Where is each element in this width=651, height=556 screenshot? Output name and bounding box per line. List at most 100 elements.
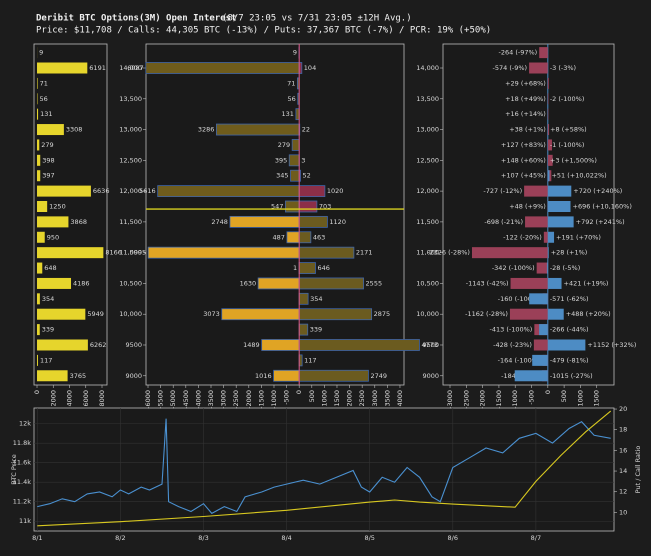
put-bar <box>298 246 355 259</box>
x-tick-label: -4500 <box>182 390 190 409</box>
put-change-bar <box>547 277 562 289</box>
call-change-label: +29 (+68%) <box>505 79 546 87</box>
put-label: 1120 <box>329 218 346 226</box>
put-label: 463 <box>313 233 325 241</box>
x-tick-label: -500 <box>283 390 291 405</box>
call-bar <box>257 277 300 290</box>
y-tick-label: 13,500 <box>416 95 439 103</box>
call-change-label: +148 (+60%) <box>501 156 546 164</box>
title: Deribit BTC Options(3M) Open Interest <box>36 13 236 24</box>
x-tick-label: -500 <box>528 390 536 405</box>
call-label: 6087 <box>127 64 144 72</box>
y2-tick-label: 20 <box>619 405 627 413</box>
put-change-bar <box>547 200 571 212</box>
x-tick-label: 8/3 <box>198 534 208 542</box>
oi-bar <box>37 293 40 305</box>
put-change-bar <box>547 247 549 259</box>
y-axis-label: BTC Price <box>10 454 18 485</box>
call-change-label: +127 (+83%) <box>501 141 546 149</box>
call-change-bar <box>543 231 548 243</box>
x-tick-label: 4000 <box>66 390 74 407</box>
call-change-label: -122 (-20%) <box>503 233 542 241</box>
put-label: 339 <box>310 326 322 334</box>
call-change-bar <box>547 170 552 182</box>
y-tick-label: 9000 <box>422 372 439 380</box>
y-tick-label: 12k <box>19 420 31 428</box>
oi-bar <box>37 370 68 382</box>
put-change-label: +3 (+1,500%) <box>550 156 597 164</box>
x-tick-label: 2500 <box>358 390 366 407</box>
oi-label: 3308 <box>66 126 83 134</box>
call-change-label: +38 (+1%) <box>509 126 546 134</box>
put-change-bar <box>547 216 574 228</box>
put-bar <box>298 262 316 274</box>
x-tick-label: 8/2 <box>115 534 125 542</box>
call-label: 1630 <box>240 279 257 287</box>
call-change-label: -428 (-23%) <box>493 341 532 349</box>
put-change-bar <box>547 308 564 320</box>
oi-label: 9 <box>39 49 43 57</box>
y2-tick-label: 10 <box>619 508 627 516</box>
call-change-bar <box>547 77 549 89</box>
oi-label: 1250 <box>49 202 66 210</box>
call-label: 1 <box>293 264 297 272</box>
call-change-label: +48 (+9%) <box>509 202 546 210</box>
y2-tick-label: 14 <box>619 467 627 475</box>
y-tick-label: 10,000 <box>119 310 142 318</box>
put-label: 1020 <box>327 187 344 195</box>
x-tick-label: 8/6 <box>448 534 458 542</box>
call-change-bar <box>510 277 548 289</box>
put-bar <box>298 308 373 321</box>
x-tick-label: 1000 <box>576 390 584 407</box>
oi-bar <box>37 62 88 74</box>
x-tick-label: 8000 <box>98 390 106 407</box>
put-change-label: +720 (+240%) <box>573 187 622 195</box>
call-bar <box>215 123 300 136</box>
call-change-bar <box>547 154 553 166</box>
oi-label: 648 <box>44 264 56 272</box>
call-change-label: -1162 (-28%) <box>465 310 508 318</box>
put-change-bar <box>539 324 548 336</box>
oi-label: 279 <box>41 141 53 149</box>
put-change-label: -571 (-62%) <box>550 295 589 303</box>
y-tick-label: 11,500 <box>119 218 142 226</box>
call-change-label: -342 (-100%) <box>492 264 535 272</box>
call-change-bar <box>547 108 549 120</box>
panel-frame <box>145 43 405 386</box>
oi-label: 339 <box>42 326 54 334</box>
oi-bar <box>37 354 38 366</box>
call-change-bar <box>547 139 552 151</box>
y-tick-label: 11.4k <box>13 478 31 486</box>
call-change-label: -164 (-100%) <box>498 356 541 364</box>
put-label: 354 <box>310 295 322 303</box>
y-tick-label: 11.8k <box>13 439 31 447</box>
oi-label: 398 <box>42 156 54 164</box>
put-label: 3 <box>301 156 305 164</box>
x-tick-label: -5500 <box>157 390 165 409</box>
x-tick-label: 500 <box>560 390 568 402</box>
call-bar <box>273 369 300 382</box>
price-line <box>37 418 611 515</box>
oi-label: 950 <box>47 233 59 241</box>
y-tick-label: 14,000 <box>119 64 142 72</box>
x-tick-label: -1000 <box>511 390 519 409</box>
oi-bar <box>37 77 38 89</box>
oi-bar <box>37 262 43 274</box>
call-change-label: -727 (-12%) <box>483 187 522 195</box>
call-bar <box>157 185 300 198</box>
call-change-label: -264 (-97%) <box>499 49 538 57</box>
y-tick-label: 13,000 <box>119 126 142 134</box>
call-label: 487 <box>272 233 284 241</box>
oi-label: 71 <box>40 79 48 87</box>
put-bar <box>298 231 312 244</box>
x-tick-label: 6000 <box>82 390 90 407</box>
x-tick-label: 3000 <box>371 390 379 407</box>
oi-label: 6191 <box>89 64 106 72</box>
put-change-label: -28 (-5%) <box>550 264 580 272</box>
call-change-bar <box>547 93 549 105</box>
y-tick-label: 9500 <box>125 341 142 349</box>
x-tick-label: 1500 <box>333 390 341 407</box>
put-change-label: -1015 (-27%) <box>550 372 593 380</box>
put-label: 4773 <box>421 341 438 349</box>
y-tick-label: 11,000 <box>119 249 142 257</box>
